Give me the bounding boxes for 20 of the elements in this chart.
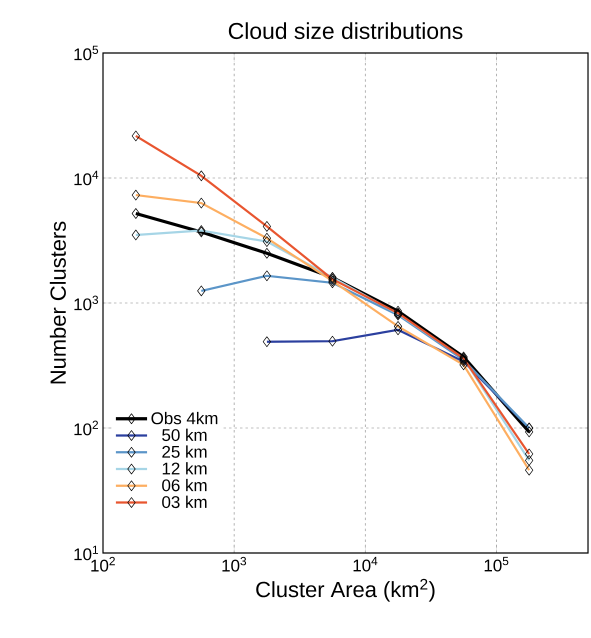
y-tick-label: 10$^{3}$ (74, 296, 98, 310)
legend-label: 06 km (162, 478, 206, 492)
x-tick-label: 10$^{3}$ (222, 556, 246, 572)
y-tick-label: 10$^{5}$ (74, 46, 98, 60)
point (132, 208, 140, 219)
legend-label: 25 km (162, 445, 206, 458)
legend-label: 03 km (162, 496, 206, 508)
x-tick-label: 10$^{4}$ (354, 556, 378, 572)
x-axis-title: Cluster Area (km$^{2}$) (256, 578, 435, 602)
legend-label: 50 km (162, 428, 206, 442)
legend-label: 12 km (162, 462, 206, 474)
point (394, 306, 402, 317)
point (525, 426, 534, 438)
y-tick-label: 10$^{4}$ (74, 170, 98, 186)
chart-title: Cloud size distributions (228, 22, 462, 40)
y-axis-title: Number Clusters (50, 222, 66, 384)
legend-label: Obs 4km (151, 412, 218, 424)
y-tick-label: 10$^{2}$ (74, 420, 98, 436)
x-tick-label: 10$^{5}$ (484, 556, 508, 572)
point (262, 248, 271, 259)
